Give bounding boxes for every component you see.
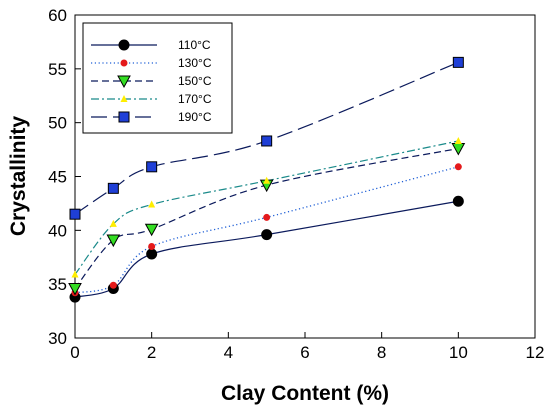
x-tick-label-5: 10 xyxy=(449,343,468,362)
data-point-2-4 xyxy=(451,143,466,156)
data-point-3-4 xyxy=(454,136,462,144)
legend-label-0: 110°C xyxy=(178,38,211,52)
data-point-3-2 xyxy=(148,200,156,208)
data-point-1-3 xyxy=(263,213,271,221)
x-tick-label-0: 0 xyxy=(70,343,79,362)
x-axis-title: Clay Content (%) xyxy=(221,382,389,405)
series-line-4 xyxy=(74,61,459,215)
data-point-1-2 xyxy=(148,242,156,250)
data-point-4-4 xyxy=(452,56,464,68)
y-tick-label-0: 30 xyxy=(48,329,67,348)
x-tick-label-6: 12 xyxy=(526,343,545,362)
series-line-2 xyxy=(74,147,459,289)
data-point-0-4 xyxy=(452,195,464,207)
data-point-0-2 xyxy=(146,248,158,260)
y-axis-title: Crystallinity xyxy=(7,116,30,237)
legend-marker-3 xyxy=(120,95,128,102)
axes: 0 2 4 6 8 10 12 30 35 40 45 50 55 60 xyxy=(48,6,544,362)
data-point-4-0 xyxy=(69,208,81,220)
data-point-1-1 xyxy=(109,281,117,289)
legend: 110°C 130°C 150°C 170°C 190°C xyxy=(82,22,233,134)
data-point-0-3 xyxy=(261,229,273,241)
x-tick-label-3: 6 xyxy=(300,343,309,362)
y-tick-label-5: 55 xyxy=(48,60,67,79)
y-tick-label-2: 40 xyxy=(48,221,67,240)
data-point-2-1 xyxy=(106,234,121,248)
data-point-4-3 xyxy=(261,135,273,147)
legend-label-3: 170°C xyxy=(178,92,212,106)
legend-marker-4 xyxy=(118,111,130,123)
series-line-1 xyxy=(74,166,459,294)
legend-label-4: 190°C xyxy=(178,110,212,124)
series-markers xyxy=(68,56,466,303)
y-tick-label-4: 50 xyxy=(48,114,67,133)
legend-marker-1 xyxy=(120,59,128,67)
legend-box xyxy=(82,22,233,134)
legend-marker-2 xyxy=(117,75,131,89)
y-tick-label-1: 35 xyxy=(48,275,67,294)
x-tick-label-1: 2 xyxy=(147,343,156,362)
legend-label-1: 130°C xyxy=(178,56,212,70)
data-point-1-4 xyxy=(454,163,462,171)
y-tick-label-3: 45 xyxy=(48,168,67,187)
data-point-3-3 xyxy=(263,176,271,184)
data-point-4-1 xyxy=(107,182,119,194)
series-line-3 xyxy=(74,140,459,275)
legend-marker-0 xyxy=(118,39,130,51)
data-point-3-0 xyxy=(71,270,79,278)
data-point-3-1 xyxy=(109,219,117,227)
y-tick-label-6: 60 xyxy=(48,6,67,25)
data-point-2-0 xyxy=(68,282,82,296)
data-point-4-2 xyxy=(146,161,158,173)
data-point-2-2 xyxy=(144,223,159,237)
legend-label-2: 150°C xyxy=(178,74,212,88)
x-tick-label-2: 4 xyxy=(224,343,233,362)
x-tick-label-4: 8 xyxy=(377,343,386,362)
